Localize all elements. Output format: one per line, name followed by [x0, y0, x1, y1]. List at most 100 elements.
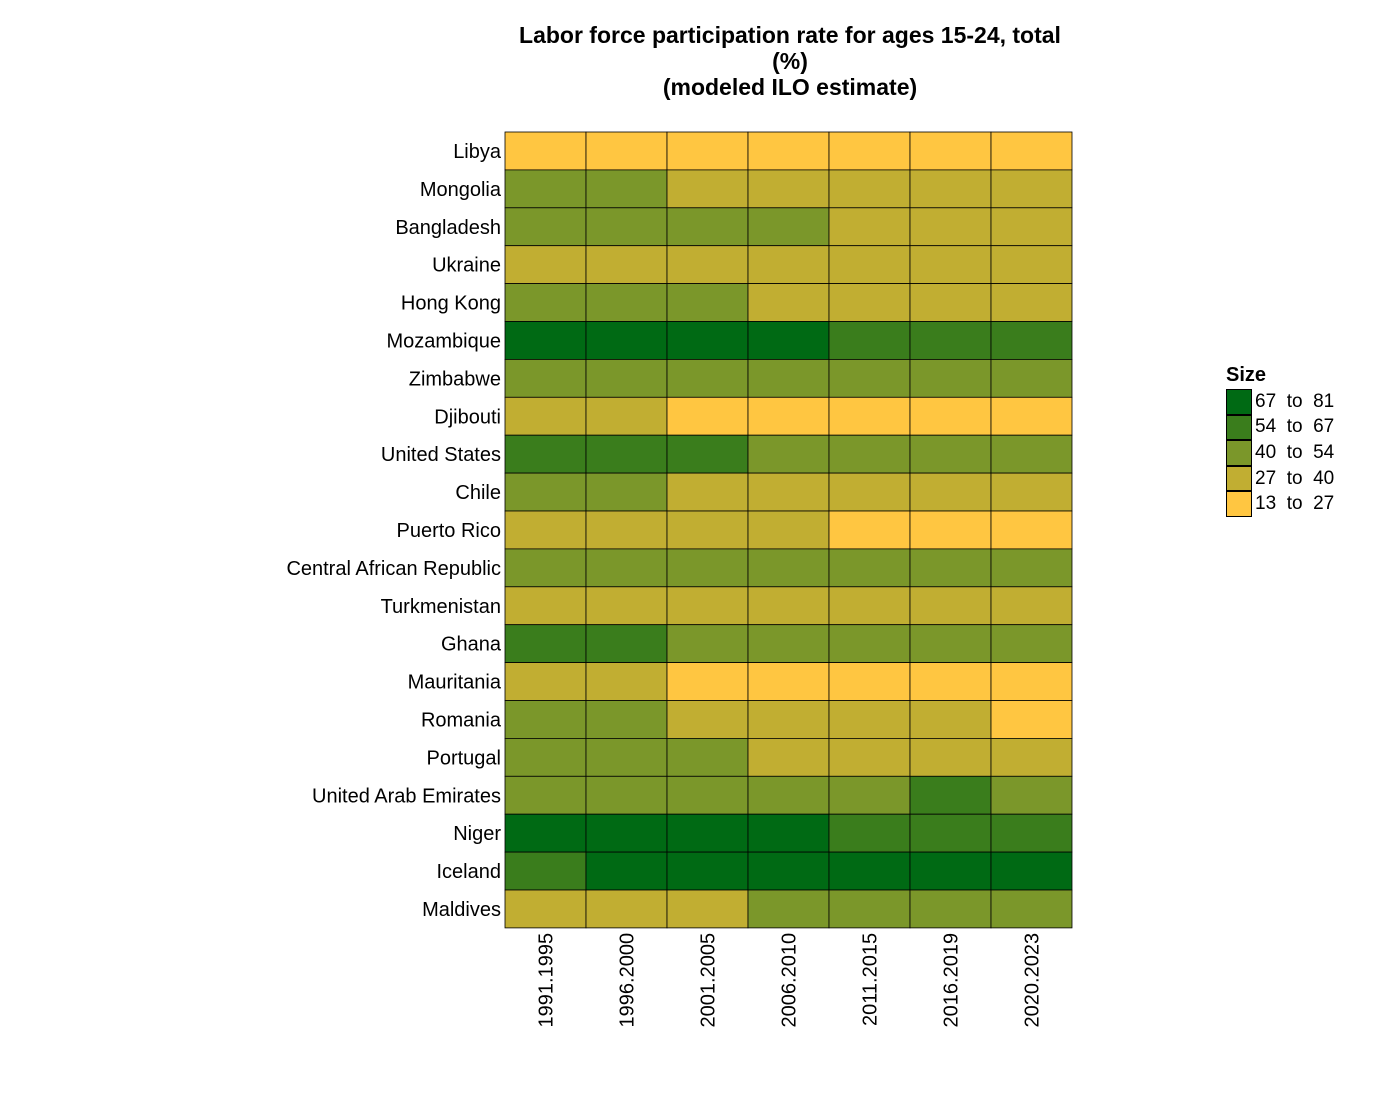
legend-item: 40 to 54 — [1226, 440, 1334, 466]
legend-item: 27 to 40 — [1226, 465, 1334, 492]
heatmap-cell — [504, 813, 587, 853]
heatmap-cell — [504, 624, 587, 664]
heatmap-cell — [909, 358, 992, 398]
heatmap-cell — [666, 396, 749, 436]
heatmap-cell — [666, 548, 749, 588]
heatmap-cell — [909, 851, 992, 891]
heatmap-cell — [747, 283, 830, 322]
heatmap-cell — [504, 738, 587, 777]
heatmap-cell — [909, 700, 992, 739]
heatmap-cell — [747, 472, 830, 512]
heatmap-cell — [828, 207, 911, 247]
heatmap-cell — [990, 889, 1073, 929]
heatmap-cell — [990, 245, 1073, 284]
heatmap-cell — [666, 358, 749, 398]
heatmap-cell — [828, 472, 911, 512]
heatmap-cell — [504, 662, 587, 701]
x-tick-label: 2006.2010 — [779, 933, 801, 1028]
x-tick-label: 2011.2015 — [860, 933, 882, 1026]
heatmap-cell — [504, 700, 587, 739]
legend-swatch — [1226, 440, 1252, 466]
heatmap-cell — [828, 321, 911, 360]
chart-title-line-2: (%) — [772, 48, 808, 74]
heatmap-cell — [990, 586, 1073, 626]
heatmap-cell — [666, 131, 749, 171]
legend-items: 67 to 81 54 to 67 40 to 54 27 to 40 13 to 27 — [1226, 389, 1334, 517]
heatmap-cell — [747, 321, 830, 360]
y-tick-label: Bangladesh — [395, 217, 501, 239]
heatmap-cell — [504, 434, 587, 474]
chart-title-line-3: (modeled ILO estimate) — [662, 74, 918, 100]
heatmap-cell — [666, 624, 749, 664]
heatmap-cell — [666, 775, 749, 815]
heatmap-cell — [990, 358, 1073, 398]
heatmap-cell — [504, 358, 587, 398]
heatmap-cell — [504, 131, 587, 171]
heatmap-cell — [666, 700, 749, 739]
heatmap-cell — [990, 548, 1073, 588]
heatmap-cell — [504, 169, 587, 209]
heatmap-cell — [504, 207, 587, 247]
heatmap-cell — [747, 245, 830, 284]
heatmap-cell — [504, 472, 587, 512]
heatmap-cell — [747, 586, 830, 626]
heatmap-cell — [990, 396, 1073, 436]
heatmap-cell — [828, 245, 911, 284]
heatmap-cell — [585, 889, 668, 929]
y-tick-label: Romania — [421, 709, 502, 731]
heatmap-cell — [909, 207, 992, 247]
heatmap-cell — [666, 889, 749, 929]
heatmap-cell — [828, 851, 911, 891]
heatmap-cell — [585, 624, 668, 664]
heatmap-cell — [747, 207, 830, 247]
heatmap-cell — [828, 548, 911, 588]
heatmap-cell — [909, 548, 992, 588]
heatmap-cell — [747, 624, 830, 664]
heatmap-cell — [585, 851, 668, 891]
heatmap-cell — [666, 207, 749, 247]
heatmap-cell — [909, 775, 992, 815]
heatmap-cell — [504, 586, 587, 626]
y-tick-label: Djibouti — [434, 406, 501, 428]
heatmap-cell — [585, 131, 668, 171]
heatmap-cell — [585, 662, 668, 701]
legend-swatch — [1226, 465, 1252, 492]
y-tick-label: Puerto Rico — [397, 520, 502, 542]
heatmap-cell — [909, 624, 992, 664]
heatmap-cell — [666, 321, 749, 360]
y-tick-label: Niger — [453, 823, 501, 845]
heatmap-cell — [666, 738, 749, 777]
heatmap-cell — [747, 662, 830, 701]
heatmap-cell — [666, 510, 749, 550]
heatmap-cell — [666, 283, 749, 322]
heatmap-cell — [585, 358, 668, 398]
chart-title-line-1: Labor force participation rate for ages … — [519, 22, 1061, 48]
heatmap-cell — [828, 738, 911, 777]
y-tick-label: Ghana — [441, 634, 502, 656]
y-tick-label: Maldives — [422, 899, 501, 921]
heatmap-cell — [828, 813, 911, 853]
heatmap-cell — [828, 283, 911, 322]
heatmap-cell — [504, 396, 587, 436]
heatmap-cell — [585, 245, 668, 284]
heatmap-cell — [585, 396, 668, 436]
heatmap-cell — [585, 283, 668, 322]
heatmap-cell — [504, 321, 587, 360]
heatmap-cell — [828, 358, 911, 398]
heatmap-cell — [585, 321, 668, 360]
heatmap-cell — [990, 321, 1073, 360]
heatmap-cell — [747, 548, 830, 588]
heatmap-cell — [828, 169, 911, 209]
heatmap-cell — [828, 889, 911, 929]
heatmap-cell — [990, 169, 1073, 209]
heatmap-cell — [585, 472, 668, 512]
heatmap-cell — [990, 851, 1073, 891]
legend-item: 13 to 27 — [1226, 491, 1334, 517]
heatmap-cell — [585, 169, 668, 209]
heatmap-cell — [828, 662, 911, 701]
heatmap-cell — [585, 434, 668, 474]
heatmap-cell — [828, 396, 911, 436]
legend-label: 67 to 81 — [1255, 390, 1335, 412]
heatmap-cell — [990, 700, 1073, 739]
y-tick-label: Mozambique — [386, 330, 501, 352]
